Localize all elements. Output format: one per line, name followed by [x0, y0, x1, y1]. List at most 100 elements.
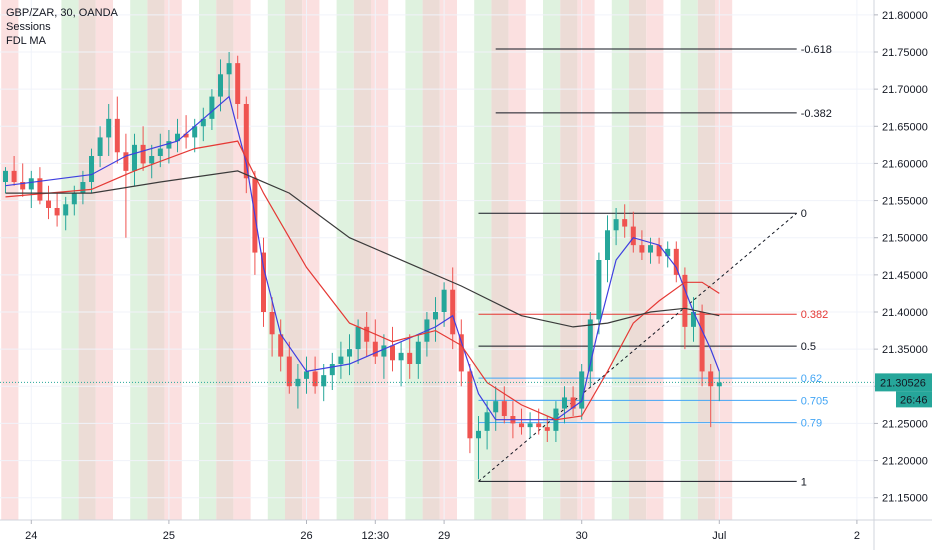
price-tick-label: 21.45000 [882, 270, 928, 282]
candle-body[interactable] [28, 178, 34, 190]
candle-body[interactable] [355, 326, 361, 350]
candle-body[interactable] [312, 371, 318, 387]
candle-body[interactable] [71, 193, 77, 205]
candle-body[interactable] [166, 141, 172, 149]
legend-symbol[interactable]: GBP/ZAR, 30, OANDA [6, 7, 118, 19]
candle-body[interactable] [175, 133, 180, 142]
candle-body[interactable] [278, 334, 284, 357]
candle-body[interactable] [673, 248, 679, 275]
candle-body[interactable] [433, 312, 438, 320]
candle-body[interactable] [476, 430, 481, 439]
candle-body[interactable] [562, 397, 567, 409]
candle-body[interactable] [519, 423, 524, 428]
candle-body[interactable] [338, 356, 344, 364]
legend-sessions[interactable]: Sessions [6, 21, 51, 33]
candle-body[interactable] [570, 397, 576, 409]
session-band [267, 0, 285, 520]
candle-body[interactable] [648, 245, 653, 253]
candle-body[interactable] [372, 341, 378, 357]
candle-body[interactable] [605, 230, 610, 260]
price-tick-label: 21.70000 [882, 84, 928, 96]
candle-body[interactable] [97, 137, 103, 156]
candle-body[interactable] [80, 182, 86, 194]
candle-body[interactable] [484, 412, 490, 431]
candle-body[interactable] [149, 156, 155, 164]
candle-body[interactable] [381, 345, 387, 357]
candle-body[interactable] [467, 371, 473, 439]
candle-body[interactable] [407, 352, 413, 364]
price-tick-label: 21.80000 [882, 10, 928, 22]
candle-body[interactable] [226, 63, 232, 75]
candle-body[interactable] [450, 289, 456, 335]
candle-body[interactable] [183, 133, 189, 138]
chart-legend: GBP/ZAR, 30, OANDA Sessions FDL MA [6, 6, 118, 48]
session-band [371, 0, 389, 520]
candle-body[interactable] [708, 371, 714, 387]
candle-body[interactable] [89, 156, 94, 182]
candle-body[interactable] [493, 401, 499, 413]
candle-body[interactable] [441, 289, 447, 312]
candle-body[interactable] [579, 371, 585, 409]
candle-body[interactable] [639, 245, 645, 253]
time-tick-label: Jul [712, 530, 726, 542]
candle-body[interactable] [458, 334, 464, 372]
candle-body[interactable] [157, 148, 163, 156]
candle-body[interactable] [209, 96, 215, 119]
candle-body[interactable] [536, 423, 542, 428]
candle-body[interactable] [3, 170, 8, 182]
candle-body[interactable] [46, 200, 51, 208]
candle-body[interactable] [192, 126, 198, 138]
candle-body[interactable] [544, 427, 550, 431]
candle-body[interactable] [527, 423, 533, 428]
fib-level-label: 0 [801, 208, 807, 220]
candle-body[interactable] [20, 182, 26, 190]
candle-body[interactable] [106, 118, 112, 138]
candle-body[interactable] [11, 170, 17, 182]
candle-body[interactable] [364, 326, 370, 342]
fib-level-label: 0.705 [801, 395, 829, 407]
candle-body[interactable] [613, 219, 619, 231]
candle-body[interactable] [235, 63, 241, 104]
candle-body[interactable] [347, 349, 352, 357]
candle-body[interactable] [691, 312, 696, 327]
candle-body[interactable] [123, 152, 129, 171]
candle-body[interactable] [415, 341, 421, 364]
session-band [353, 0, 371, 520]
candle-body[interactable] [716, 382, 722, 387]
candle-body[interactable] [665, 248, 671, 257]
candle-body[interactable] [321, 375, 327, 387]
candle-body[interactable] [656, 245, 662, 257]
candle-body[interactable] [218, 74, 223, 97]
candle-body[interactable] [200, 118, 206, 127]
candle-body[interactable] [63, 204, 69, 216]
session-band [646, 0, 664, 520]
candle-body[interactable] [596, 260, 602, 320]
candle-body[interactable] [269, 312, 275, 335]
candle-body[interactable] [329, 364, 335, 376]
candle-body[interactable] [398, 352, 404, 361]
candle-body[interactable] [114, 118, 120, 153]
session-band [491, 0, 509, 520]
candle-body[interactable] [682, 274, 688, 327]
candle-body[interactable] [390, 345, 395, 361]
candle-body[interactable] [243, 104, 249, 179]
fib-level-label: 0.79 [801, 418, 822, 430]
candle-body[interactable] [587, 319, 593, 372]
candle-body[interactable] [37, 178, 43, 201]
candle-body[interactable] [304, 371, 309, 379]
time-tick-label: 30 [576, 530, 588, 542]
candle-body[interactable] [54, 208, 60, 216]
session-band [629, 0, 647, 520]
candle-body[interactable] [699, 312, 705, 372]
candle-body[interactable] [622, 219, 628, 227]
candle-body[interactable] [140, 144, 146, 164]
session-band [697, 0, 715, 520]
candle-body[interactable] [501, 401, 507, 416]
legend-fdl-ma[interactable]: FDL MA [6, 35, 46, 47]
candle-body[interactable] [630, 226, 636, 246]
candle-body[interactable] [286, 356, 292, 387]
candle-body[interactable] [261, 252, 266, 312]
candle-body[interactable] [132, 144, 137, 171]
